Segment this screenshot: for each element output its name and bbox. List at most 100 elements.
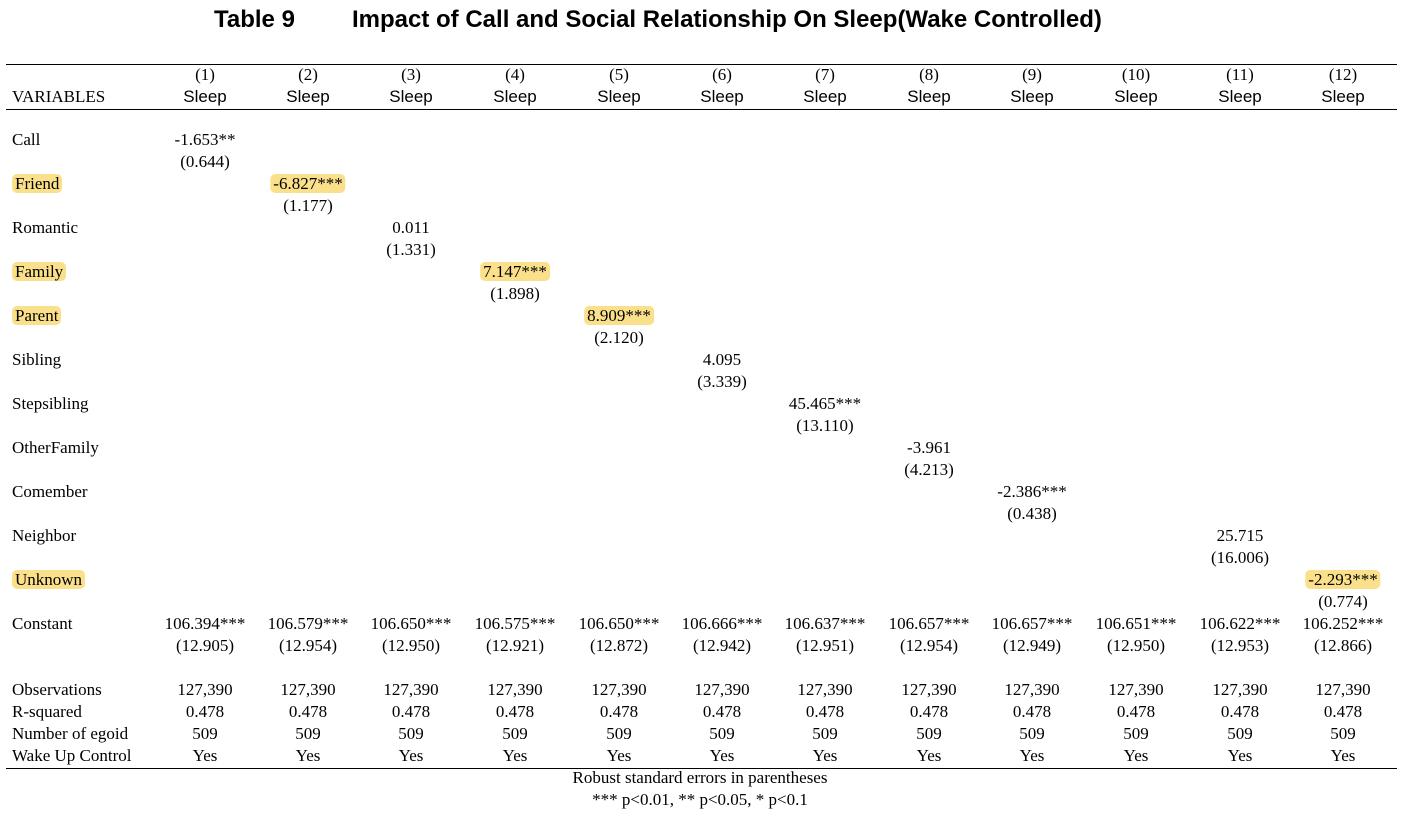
- table-note: Robust standard errors in parentheses: [572, 768, 828, 787]
- standard-error: (0.774): [1318, 592, 1368, 611]
- constant-standard-error: (12.951): [795, 636, 855, 655]
- column-number: (6): [712, 65, 732, 84]
- standard-error: (4.213): [904, 460, 954, 479]
- stat-value: 127,390: [1108, 680, 1164, 699]
- column-dependent-var: Sleep: [1321, 87, 1365, 106]
- coefficient: 8.909***: [584, 306, 654, 326]
- stat-value: Yes: [1330, 746, 1356, 765]
- coefficient: 7.147***: [480, 262, 550, 282]
- coefficient: -1.653**: [174, 130, 236, 149]
- standard-error: (0.438): [1007, 504, 1057, 523]
- column-number: (5): [609, 65, 629, 84]
- header-rule: [6, 109, 1397, 110]
- stat-label: Number of egoid: [12, 724, 129, 743]
- constant-standard-error: (12.950): [381, 636, 441, 655]
- row-label-parent: Parent: [12, 306, 62, 326]
- stat-label: Observations: [12, 680, 102, 699]
- constant-coefficient: 106.394***: [164, 614, 246, 633]
- stat-value: 0.478: [1323, 702, 1363, 721]
- row-label-comember: Comember: [12, 482, 88, 501]
- stat-label: R-squared: [12, 702, 82, 721]
- stat-value: 0.478: [1116, 702, 1156, 721]
- variables-header: VARIABLES: [12, 87, 106, 106]
- stat-value: 509: [812, 724, 838, 743]
- stat-value: 0.478: [495, 702, 535, 721]
- stat-value: 127,390: [901, 680, 957, 699]
- stat-label: Wake Up Control: [12, 746, 132, 765]
- column-dependent-var: Sleep: [389, 87, 433, 106]
- stat-value: 0.478: [805, 702, 845, 721]
- coefficient: -2.386***: [997, 482, 1067, 501]
- column-number: (11): [1226, 65, 1254, 84]
- stat-value: 127,390: [487, 680, 543, 699]
- column-dependent-var: Sleep: [803, 87, 847, 106]
- standard-error: (1.177): [283, 196, 333, 215]
- constant-coefficient: 106.575***: [474, 614, 556, 633]
- constant-standard-error: (12.953): [1210, 636, 1270, 655]
- standard-error: (0.644): [180, 152, 230, 171]
- stat-value: 509: [1123, 724, 1149, 743]
- bottom-rule: [6, 768, 1397, 769]
- stat-value: Yes: [502, 746, 528, 765]
- table-caption: Impact of Call and Social Relationship O…: [352, 6, 1102, 33]
- stat-value: 0.478: [1012, 702, 1052, 721]
- stat-value: 127,390: [1004, 680, 1060, 699]
- stat-value: 509: [709, 724, 735, 743]
- column-dependent-var: Sleep: [1010, 87, 1054, 106]
- stat-value: Yes: [398, 746, 424, 765]
- constant-standard-error: (12.950): [1106, 636, 1166, 655]
- table-note: *** p<0.01, ** p<0.05, * p<0.1: [592, 790, 808, 809]
- constant-standard-error: (12.949): [1002, 636, 1062, 655]
- stat-value: 509: [1330, 724, 1356, 743]
- coefficient: 0.011: [392, 218, 430, 237]
- column-number: (7): [815, 65, 835, 84]
- constant-coefficient: 106.657***: [888, 614, 970, 633]
- top-rule: [6, 64, 1397, 65]
- row-label-neighbor: Neighbor: [12, 526, 77, 545]
- row-label-family: Family: [12, 262, 67, 282]
- column-number: (1): [195, 65, 215, 84]
- stat-value: Yes: [1123, 746, 1149, 765]
- row-label-call: Call: [12, 130, 41, 149]
- column-number: (9): [1022, 65, 1042, 84]
- coefficient: 4.095: [702, 350, 742, 369]
- coefficient: -2.293***: [1305, 570, 1381, 590]
- constant-standard-error: (12.942): [692, 636, 752, 655]
- stat-value: 0.478: [185, 702, 225, 721]
- table-title: Table 9 Impact of Call and Social Relati…: [0, 6, 1411, 36]
- stat-value: 127,390: [383, 680, 439, 699]
- stat-value: 127,390: [280, 680, 336, 699]
- column-dependent-var: Sleep: [1218, 87, 1262, 106]
- stat-value: 0.478: [391, 702, 431, 721]
- row-label-romantic: Romantic: [12, 218, 79, 237]
- stat-value: 127,390: [797, 680, 853, 699]
- column-number: (10): [1121, 65, 1151, 84]
- column-dependent-var: Sleep: [493, 87, 537, 106]
- constant-coefficient: 106.650***: [578, 614, 660, 633]
- constant-coefficient: 106.650***: [370, 614, 452, 633]
- constant-standard-error: (12.866): [1313, 636, 1373, 655]
- stat-value: 0.478: [909, 702, 949, 721]
- standard-error: (13.110): [796, 416, 854, 435]
- standard-error: (1.331): [386, 240, 436, 259]
- constant-standard-error: (12.905): [175, 636, 235, 655]
- stat-value: 509: [606, 724, 632, 743]
- row-label-constant: Constant: [12, 614, 73, 633]
- stat-value: 509: [398, 724, 424, 743]
- stat-value: 127,390: [177, 680, 233, 699]
- stat-value: Yes: [812, 746, 838, 765]
- standard-error: (16.006): [1210, 548, 1270, 567]
- stat-value: Yes: [1227, 746, 1253, 765]
- column-dependent-var: Sleep: [286, 87, 330, 106]
- standard-error: (2.120): [594, 328, 644, 347]
- column-dependent-var: Sleep: [907, 87, 951, 106]
- stat-value: 509: [1019, 724, 1045, 743]
- stat-value: Yes: [606, 746, 632, 765]
- constant-standard-error: (12.872): [589, 636, 649, 655]
- stat-value: Yes: [1019, 746, 1045, 765]
- coefficient: 25.715: [1216, 526, 1264, 545]
- stat-value: 127,390: [591, 680, 647, 699]
- constant-coefficient: 106.651***: [1095, 614, 1177, 633]
- stat-value: 127,390: [694, 680, 750, 699]
- constant-coefficient: 106.579***: [267, 614, 349, 633]
